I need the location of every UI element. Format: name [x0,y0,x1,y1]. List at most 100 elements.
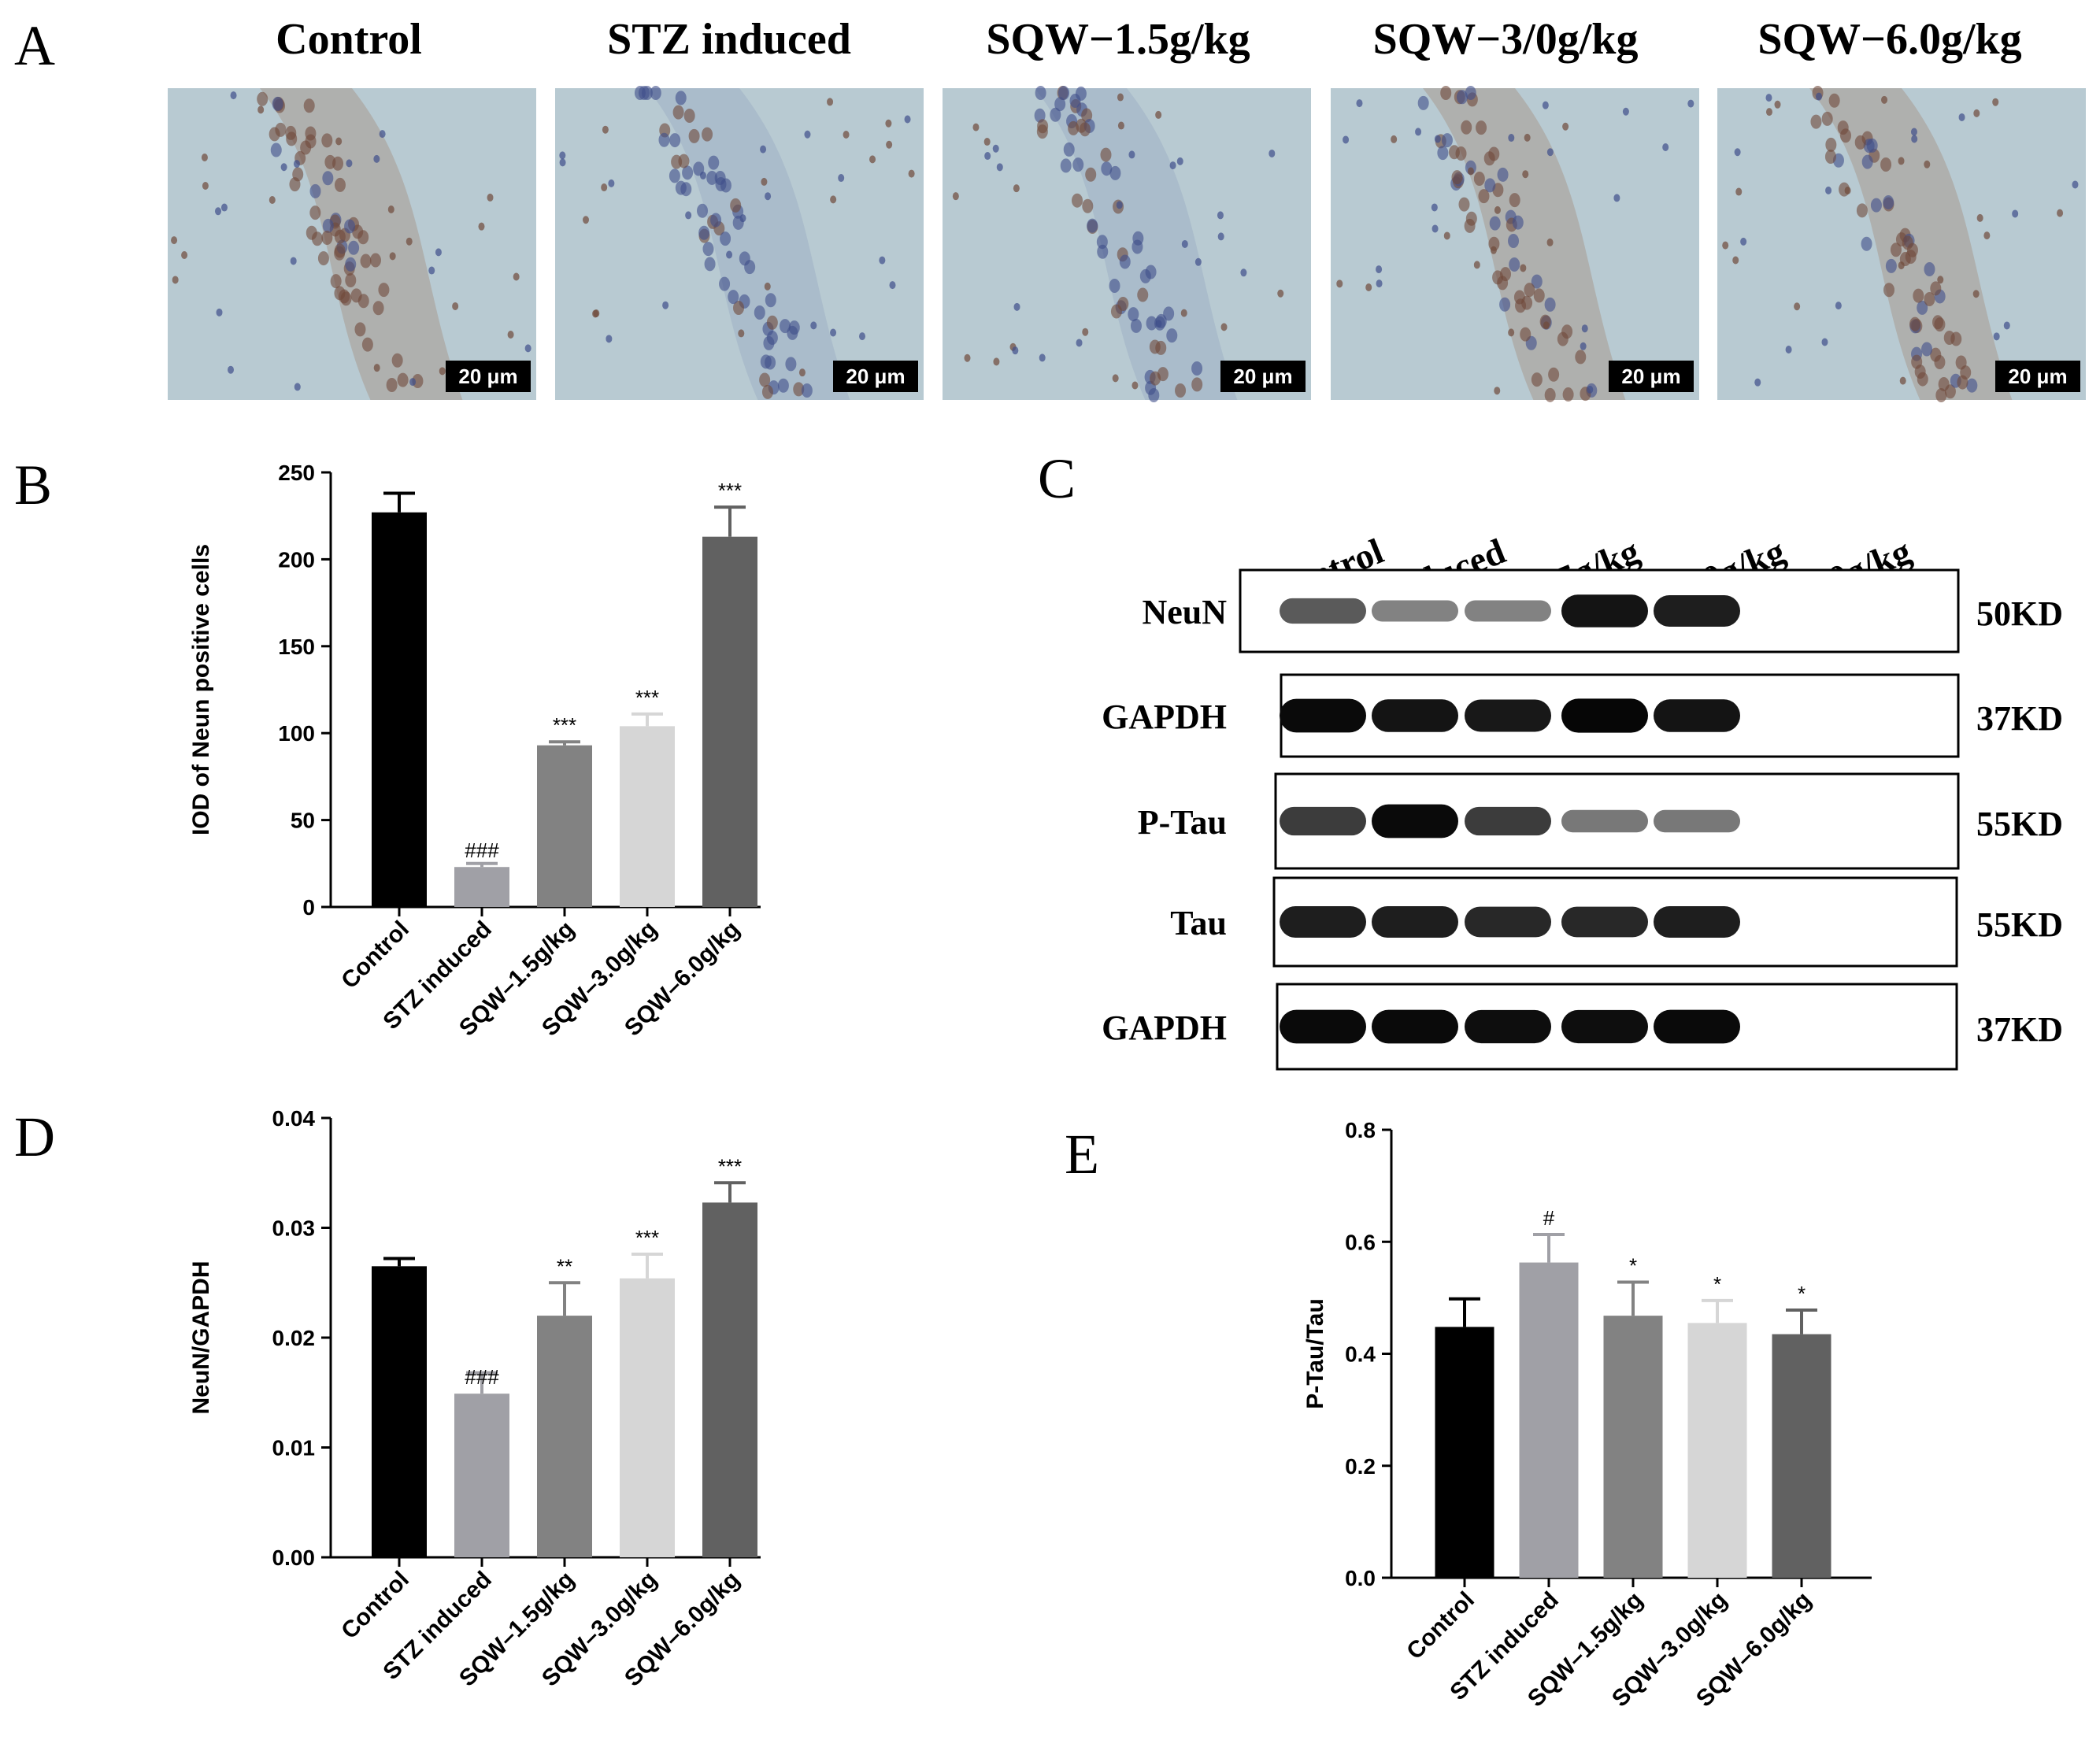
significance-mark: *** [635,1226,659,1249]
glial-cell [216,308,223,316]
glial-cell [1467,167,1474,176]
neuron [339,289,350,304]
neuron [765,293,776,308]
neuron [360,254,372,268]
blot-band [1280,598,1366,624]
glial-cell [1910,128,1917,136]
histology-titles: Control STZ induced SQW−1.5g/kg SQW−3/0g… [276,15,2021,64]
glial-cell [1825,186,1832,194]
glial-cell [1983,231,1991,240]
glial-cell [608,179,615,187]
neuron [1175,383,1187,398]
glial-cell [1181,239,1188,248]
neuron [303,98,315,113]
neuron [1548,367,1560,382]
bar [454,867,509,907]
neuron [1437,146,1449,161]
neuron [1917,300,1928,315]
glial-cell [1821,338,1828,346]
blot-band [1280,1009,1366,1044]
neuron [1163,306,1175,321]
bar [372,512,427,907]
neuron [1130,318,1142,333]
glial-cell [1972,290,1980,298]
neuron [1455,146,1467,161]
glial-cell [761,177,768,186]
neuron [317,251,329,266]
neuron [1058,86,1070,100]
glial-cell [827,98,834,106]
blot-band [1465,806,1551,836]
neuron [330,274,342,289]
neuron [1101,161,1113,176]
glial-cell [1898,157,1905,165]
bar [620,1278,675,1557]
glial-cell [1722,241,1729,250]
neuron [1117,296,1129,311]
glial-cell [1155,110,1162,119]
neuron [1533,288,1545,303]
neuron [719,276,731,291]
neuron [1509,257,1520,272]
glial-cell [889,281,896,290]
glial-cell [1687,99,1694,108]
glial-cell [228,365,235,374]
neuron [321,133,333,148]
neuron [788,320,800,335]
neuron [1531,372,1543,387]
glial-cell [1116,201,1123,209]
y-tick-label: 0 [302,895,315,920]
bar [1687,1323,1747,1578]
blot-band [1654,699,1740,732]
bar [702,536,757,907]
histology-image-2: 20 μm [943,86,1311,402]
neuron [1821,111,1833,126]
neuron [1050,107,1061,122]
neuron [744,260,756,275]
molecular-weight-label: 50KD [1976,594,2063,633]
blot-band [1465,906,1551,938]
glial-cell [1117,121,1124,130]
glial-cell [172,276,179,284]
glial-cell [1494,387,1501,395]
neuron [1863,139,1875,154]
bar [537,745,592,907]
neuron [1478,189,1490,204]
neuron [1191,361,1203,376]
neuron [1148,388,1160,402]
blot-band [1465,1009,1551,1044]
neuron [1924,261,1935,276]
glial-cell [739,214,746,223]
glial-cell [593,309,600,318]
neuron [1488,146,1500,161]
neuron [1100,147,1112,162]
glial-cell [559,158,566,167]
glial-cell [1546,148,1554,157]
neuron [702,127,713,142]
neuron [1924,292,1935,307]
neuron [305,134,317,149]
glial-cell [1076,339,1083,347]
glial-cell [1117,93,1124,102]
blot-band [1654,594,1740,627]
molecular-weight-label: 37KD [1976,1010,2063,1049]
glial-cell [1376,279,1383,288]
neuron [733,301,745,316]
glial-cell [487,193,494,202]
neuron [710,213,722,228]
neuron [1131,239,1143,254]
glial-cell [1524,133,1531,142]
glial-cell [2072,180,2079,189]
glial-cell [1443,231,1450,240]
neuron [1109,165,1121,180]
glial-cell [1240,268,1247,277]
glial-cell [1774,100,1781,109]
glial-cell [1899,376,1906,385]
glial-cell [1581,324,1588,333]
blot-band [1561,698,1648,733]
y-tick-label: 0.4 [1345,1342,1376,1367]
neuron [683,109,695,124]
neuron [1944,384,1956,399]
protein-label: P-Tau [1138,803,1227,842]
bar [1519,1262,1579,1578]
